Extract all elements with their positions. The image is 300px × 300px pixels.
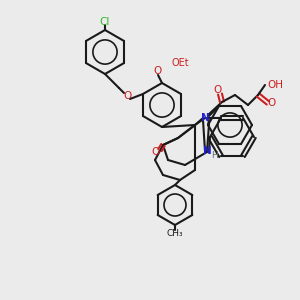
Text: O: O (214, 85, 222, 95)
Text: CH₃: CH₃ (167, 229, 183, 238)
Text: O: O (123, 91, 131, 101)
Text: N: N (201, 113, 209, 123)
Text: OH: OH (267, 80, 283, 90)
Text: H: H (212, 151, 218, 160)
Text: O: O (153, 66, 161, 76)
Text: O: O (152, 147, 160, 157)
Text: OEt: OEt (171, 58, 189, 68)
Text: N: N (202, 146, 211, 156)
Text: O: O (267, 98, 275, 108)
Text: Cl: Cl (100, 17, 110, 27)
